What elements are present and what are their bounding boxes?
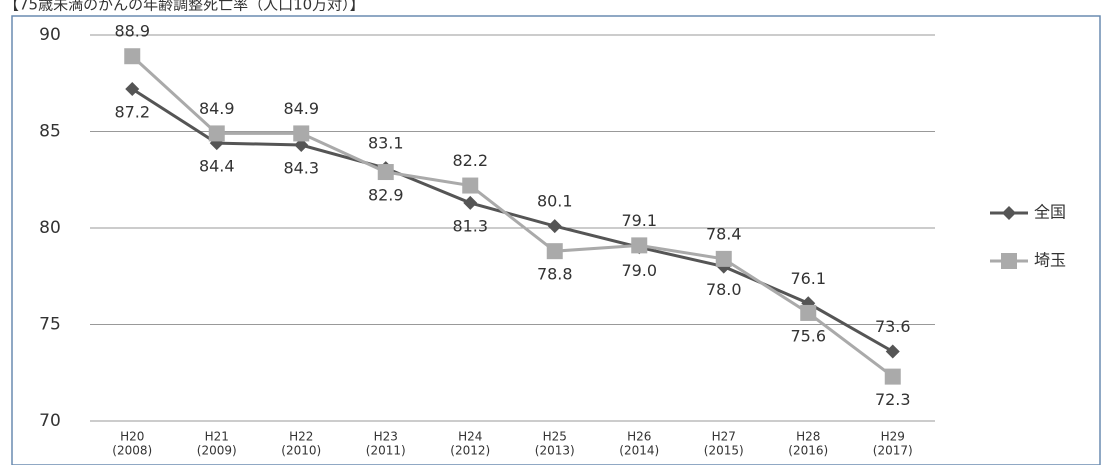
legend-label: 全国 xyxy=(1034,203,1066,222)
series-line xyxy=(131,55,894,378)
data-label: 82.2 xyxy=(452,151,488,170)
x-tick-label: H26 xyxy=(627,430,651,444)
x-tick-label: (2013) xyxy=(535,444,575,458)
x-tick-label: (2011) xyxy=(366,444,406,458)
x-tick-label: (2010) xyxy=(281,444,321,458)
x-tick-label: H22 xyxy=(289,430,313,444)
data-label: 84.9 xyxy=(283,99,319,118)
x-tick-label: (2008) xyxy=(112,444,152,458)
data-label: 84.3 xyxy=(283,159,319,178)
marker xyxy=(463,195,478,210)
data-label: 79.0 xyxy=(621,261,657,280)
y-tick-label: 75 xyxy=(39,315,61,335)
y-tick-label: 85 xyxy=(39,122,61,142)
x-tick-label: (2015) xyxy=(704,444,744,458)
data-label: 72.3 xyxy=(875,390,911,409)
legend-marker xyxy=(1001,253,1017,269)
data-label: 78.8 xyxy=(537,265,573,284)
x-tick-label: H24 xyxy=(458,430,482,444)
x-tick-label: (2012) xyxy=(450,444,490,458)
data-label: 87.2 xyxy=(114,103,150,122)
x-tick-label: H25 xyxy=(543,430,567,444)
x-tick-label: H23 xyxy=(374,430,398,444)
data-label: 80.1 xyxy=(537,192,573,211)
marker xyxy=(125,82,140,97)
x-tick-label: (2016) xyxy=(788,444,828,458)
chart-title: 【75歳未満のがんの年齢調整死亡率（人口10万対）】 xyxy=(4,0,365,14)
y-tick-label: 70 xyxy=(39,411,61,431)
marker xyxy=(462,177,479,194)
data-label: 75.6 xyxy=(790,326,826,345)
data-label: 82.9 xyxy=(368,186,404,205)
x-tick-label: (2017) xyxy=(873,444,913,458)
x-tick-label: (2009) xyxy=(197,444,237,458)
data-label: 84.4 xyxy=(199,157,235,176)
data-label: 73.6 xyxy=(875,317,911,336)
y-tick-label: 80 xyxy=(39,218,61,238)
y-tick-label: 90 xyxy=(39,25,61,45)
data-label: 84.9 xyxy=(199,99,235,118)
marker xyxy=(124,48,141,65)
marker xyxy=(377,164,394,181)
data-label: 76.1 xyxy=(790,269,826,288)
data-label: 78.4 xyxy=(706,224,742,243)
x-tick-label: H20 xyxy=(120,430,144,444)
marker xyxy=(715,250,732,267)
x-tick-label: H28 xyxy=(796,430,820,444)
x-tick-label: H29 xyxy=(881,430,905,444)
marker xyxy=(294,138,309,153)
x-tick-label: H21 xyxy=(205,430,229,444)
legend-label: 埼玉 xyxy=(1034,251,1066,270)
data-label: 79.1 xyxy=(621,211,657,230)
marker xyxy=(885,344,900,359)
chart-frame xyxy=(11,15,1101,465)
data-label: 81.3 xyxy=(452,216,488,235)
marker xyxy=(546,243,563,260)
x-tick-label: H27 xyxy=(712,430,736,444)
marker xyxy=(800,304,817,321)
legend-marker xyxy=(1002,206,1016,220)
marker xyxy=(208,125,225,142)
marker xyxy=(293,125,310,142)
data-label: 88.9 xyxy=(114,22,150,41)
marker xyxy=(547,219,562,234)
data-label: 78.0 xyxy=(706,280,742,299)
marker xyxy=(631,237,648,254)
marker xyxy=(884,368,901,385)
data-label: 83.1 xyxy=(368,134,404,153)
x-tick-label: (2014) xyxy=(619,444,659,458)
